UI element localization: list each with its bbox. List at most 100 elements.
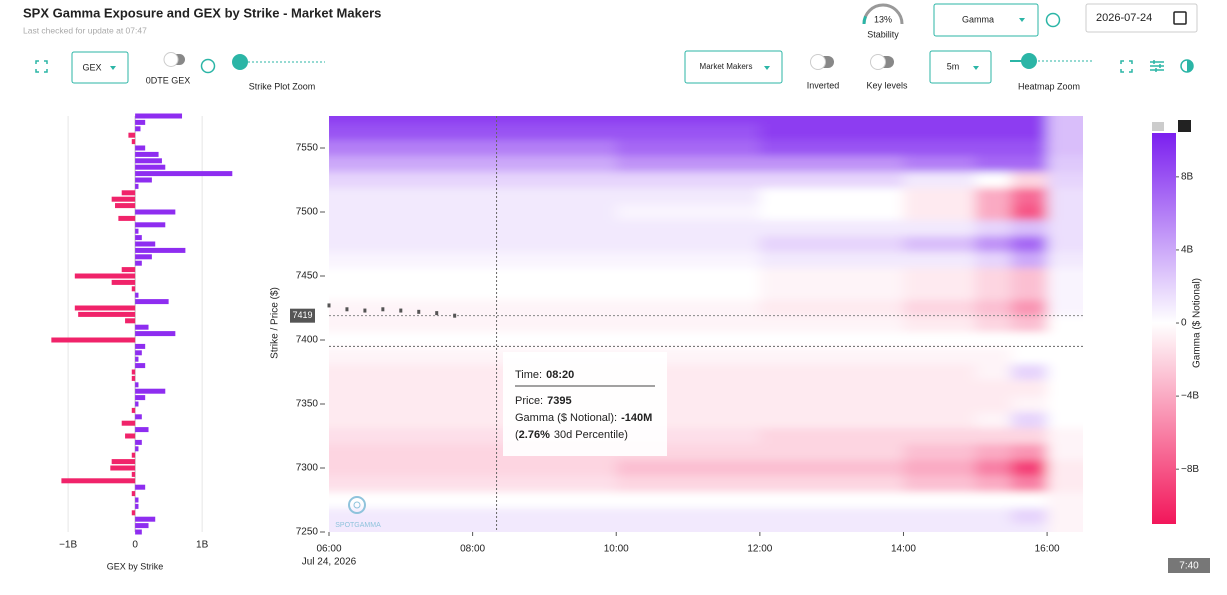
heatmap-cell [329,300,474,317]
heatmap-cell [329,412,474,429]
bar [135,228,139,234]
group-select-value: Market Makers [700,62,753,71]
bar [135,126,141,132]
heatmap-cell [616,300,761,317]
gex-x-label: GEX by Strike [107,561,164,571]
heatmap-cell [472,204,617,221]
heatmap-cell [1047,268,1083,285]
bar [135,158,162,164]
heatmap-cell [759,204,904,221]
heatmap-cell [1011,300,1048,317]
heatmap-cell [329,284,474,301]
fullscreen-icon[interactable] [1120,60,1133,73]
heatmap-cell [759,140,904,157]
heatmap-cell [975,140,1012,157]
strike-zoom-label: Strike Plot Zoom [249,81,316,91]
heatmap-cell [472,300,617,317]
settings-icon[interactable] [1150,60,1164,72]
bar [135,497,139,503]
bar [135,164,166,170]
heatmap-cell [759,316,904,333]
heatmap-cell [616,524,761,532]
bar [131,510,136,516]
heatmap-cell [759,172,904,189]
heatmap-cell [1047,428,1083,445]
heatmap-cell [759,476,904,493]
heatmap-cell [329,124,474,141]
heatmap-cell [759,492,904,509]
toggle-knob [870,54,886,70]
heatmap-cell [975,172,1012,189]
key-levels-label: Key levels [866,80,908,90]
heatmap-cell [616,252,761,269]
group-select[interactable] [684,50,783,84]
bar [110,465,136,471]
heatmap-cell [903,268,976,285]
bar [78,311,136,317]
heatmap-cell [759,332,904,349]
fullscreen-icon[interactable] [35,60,48,73]
gex-select[interactable] [71,51,129,84]
tooltip-value: 2.76% [519,429,550,441]
heatmap-cell [1047,300,1083,317]
heatmap-cell [759,364,904,381]
heatmap-cell [329,204,474,221]
heatmap-cell [329,140,474,157]
bar [135,363,146,369]
heatmap-cell [903,172,976,189]
heatmap-cell [329,332,474,349]
heatmap-cell [975,412,1012,429]
heatmap-cell [616,460,761,477]
heatmap-cell [1011,428,1048,445]
heatmap-cell [759,268,904,285]
info-icon[interactable] [1045,12,1061,28]
heatmap-cell [1011,508,1048,525]
heatmap-cell [472,220,617,237]
bar [111,459,136,465]
heatmap-cell [329,172,474,189]
heatmap-cell [975,348,1012,365]
current-price-label: 7419 [292,310,312,320]
y-tick-label: 7550 [296,143,319,154]
heatmap-cell [975,188,1012,205]
subtitle: Last checked for update at 07:47 [23,25,147,35]
heatmap-cell [1047,476,1083,493]
colorbar-tick-label: 8B [1181,171,1194,182]
slider-knob[interactable] [232,54,248,70]
y-tick-label: 7350 [296,399,319,410]
bar [135,350,142,356]
date-input[interactable] [1085,3,1198,33]
info-icon[interactable] [200,58,216,74]
slider-knob[interactable] [1021,53,1037,69]
tooltip-value: 7395 [547,395,571,407]
caret [1019,18,1025,22]
heatmap-cell [329,524,474,532]
heatmap-cell [616,492,761,509]
heatmap-cell [616,268,761,285]
bar [125,433,136,439]
interval-select[interactable] [929,50,992,84]
y-tick-label: 7450 [296,271,319,282]
heatmap-cell [1047,156,1083,173]
heatmap-cell [472,492,617,509]
heatmap-cell [616,204,761,221]
heatmap-cell [903,460,976,477]
colorbar-tick-label: −8B [1181,464,1199,475]
gex-select-value: GEX [82,62,101,72]
bar [135,529,142,535]
bar [135,382,139,388]
bar [135,484,146,490]
bar [121,190,136,196]
price-candle [381,307,385,312]
clock: 7:40 [1179,561,1199,572]
current-price-badge [290,308,315,323]
metric-select[interactable] [933,3,1039,37]
heatmap-cell [903,300,976,317]
calendar-icon[interactable] [1173,11,1187,25]
title: SPX Gamma Exposure and GEX by Strike - M… [23,5,381,20]
colorbar-tick-label: −4B [1181,391,1199,402]
heatmap-cell [1047,140,1083,157]
bar [135,235,142,241]
date-label: Jul 24, 2026 [302,557,357,568]
colorbar-tick-label: 0 [1181,318,1187,329]
